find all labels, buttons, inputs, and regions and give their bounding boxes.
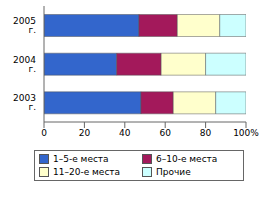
html-text:1–5-е места: 1–5-е места bbox=[53, 154, 109, 164]
svg-text:100%: 100% bbox=[233, 128, 259, 138]
svg-text:0: 0 bbox=[41, 128, 47, 138]
html-text:6–10-е места: 6–10-е места bbox=[156, 154, 218, 164]
svg-text:2003г.: 2003г. bbox=[13, 93, 36, 112]
svg-text:40: 40 bbox=[119, 128, 131, 138]
html-text:Прочие: Прочие bbox=[156, 167, 191, 177]
html-text:11–20-е места: 11–20-е места bbox=[53, 167, 121, 177]
svg-text:80: 80 bbox=[200, 128, 212, 138]
svg-text:20: 20 bbox=[79, 128, 91, 138]
svg-text:60: 60 bbox=[159, 128, 171, 138]
svg-text:2005г.: 2005г. bbox=[13, 16, 36, 35]
svg-text:2004г.: 2004г. bbox=[13, 55, 36, 74]
